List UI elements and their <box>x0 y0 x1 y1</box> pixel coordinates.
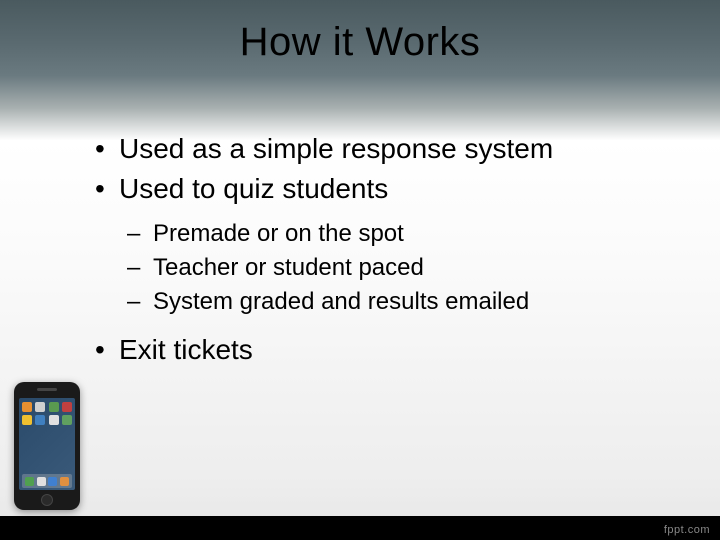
app-icon <box>35 402 45 412</box>
app-icon <box>22 415 32 425</box>
sub-bullet-item: Premade or on the spot <box>95 218 655 250</box>
slide-title: How it Works <box>0 20 720 65</box>
bullet-item: Exit tickets <box>95 331 655 369</box>
bullet-item: Used to quiz students <box>95 170 655 208</box>
app-icon <box>49 415 59 425</box>
app-icon <box>35 415 45 425</box>
bullet-item: Used as a simple response system <box>95 130 655 168</box>
dock-icon <box>60 477 69 486</box>
dock-icon <box>37 477 46 486</box>
sub-bullet-item: Teacher or student paced <box>95 252 655 284</box>
bottom-bar: fppt.com <box>0 516 720 540</box>
content-area: Used as a simple response system Used to… <box>95 130 655 371</box>
slide-container: How it Works Used as a simple response s… <box>0 0 720 540</box>
dock-icon <box>48 477 57 486</box>
phone-screen <box>19 398 75 490</box>
phone-speaker <box>37 388 57 391</box>
app-icon <box>62 415 72 425</box>
app-icon <box>49 402 59 412</box>
sub-bullet-group: Premade or on the spot Teacher or studen… <box>95 218 655 319</box>
watermark-text: fppt.com <box>664 524 710 536</box>
phone-home-button <box>41 494 53 506</box>
sub-bullet-item: System graded and results emailed <box>95 286 655 318</box>
phone-image <box>14 382 80 510</box>
phone-dock <box>22 474 72 488</box>
dock-icon <box>25 477 34 486</box>
app-icon <box>22 402 32 412</box>
app-icon <box>62 402 72 412</box>
phone-app-grid <box>22 402 72 425</box>
